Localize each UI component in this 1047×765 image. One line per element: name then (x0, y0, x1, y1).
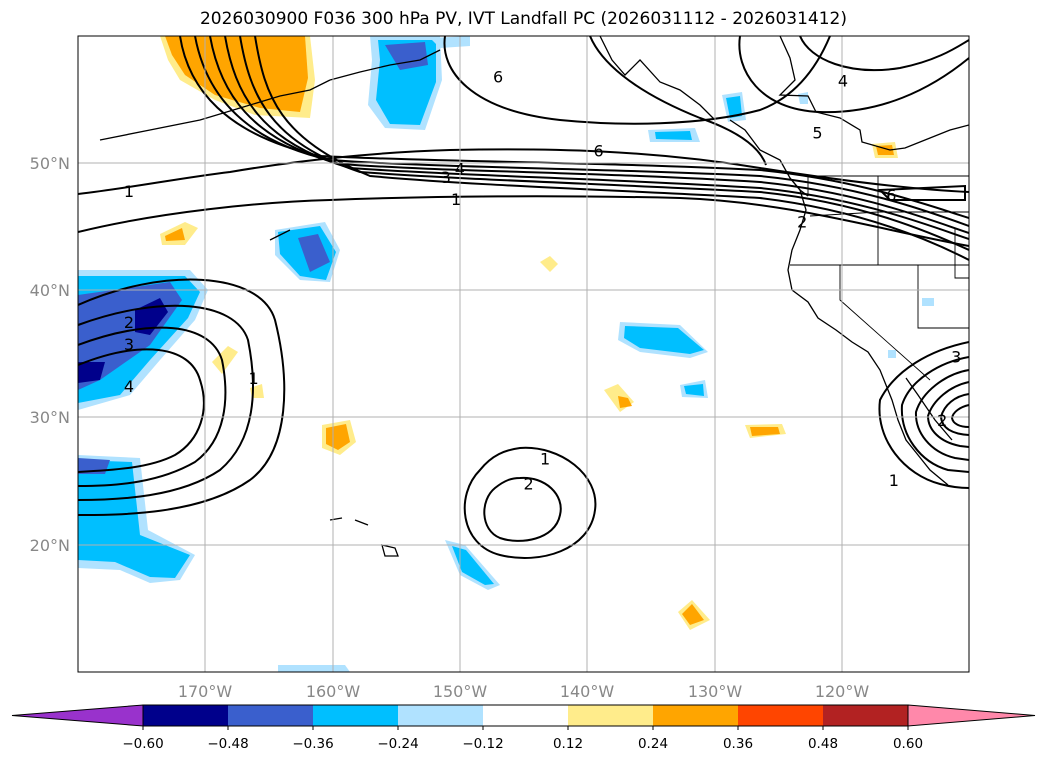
colorbar-segment (398, 705, 483, 726)
colorbar-segment (653, 705, 738, 726)
contour-label: 6 (594, 141, 604, 160)
lat-axis: 50°N 40°N 30°N 20°N (30, 154, 70, 555)
contour-label: 1 (451, 190, 461, 209)
contour-label: 4 (124, 377, 134, 396)
colorbar-tick-label: 0.12 (553, 736, 583, 752)
colorbar-tick-label: 0.36 (723, 736, 753, 752)
contour-label: 1 (124, 182, 134, 201)
contour-label: 2 (797, 213, 807, 232)
map-title: 2026030900 F036 300 hPa PV, IVT Landfall… (199, 9, 847, 29)
colorbar-tick-label: −0.24 (377, 736, 418, 752)
lon-label: 130°W (688, 682, 743, 701)
contour-label: 6 (493, 68, 503, 87)
colorbar-extend-low (11, 704, 144, 727)
lon-label: 160°W (306, 682, 361, 701)
colorbar-segment (483, 705, 568, 726)
contour-label: 1 (889, 471, 899, 490)
colorbar-tick-label: 0.24 (638, 736, 668, 752)
contour-label: 2 (937, 411, 947, 430)
lon-label: 150°W (433, 682, 488, 701)
colorbar-segment (823, 705, 908, 726)
contour-label: 4 (838, 72, 848, 91)
colorbar-segment (313, 705, 398, 726)
contour-label: 5 (812, 124, 822, 143)
colorbar-tick-label: 0.48 (808, 736, 838, 752)
colorbar-segment (738, 705, 823, 726)
contour-label: 3 (441, 168, 451, 187)
lon-label: 170°W (178, 682, 233, 701)
contour-label: 3 (951, 348, 961, 367)
colorbar-segment (568, 705, 653, 726)
contour-label: 1 (249, 369, 259, 388)
pv-shading (78, 36, 934, 672)
colorbar-tick-label: −0.60 (122, 736, 163, 752)
colorbar-tick-label: −0.12 (462, 736, 503, 752)
gridlines (78, 36, 969, 672)
colorbar: −0.60 −0.48 −0.36 −0.24 −0.12 0.12 0.24 0.36 0.4… (11, 704, 1036, 752)
lon-label: 120°W (815, 682, 870, 701)
lat-label: 20°N (30, 536, 70, 555)
colorbar-tick-label: 0.60 (893, 736, 923, 752)
contour-label: 2 (523, 475, 533, 494)
lat-label: 40°N (30, 281, 70, 300)
contour-label: 1 (540, 449, 550, 468)
map-frame (77, 35, 970, 673)
contour-label: 4 (455, 159, 465, 178)
contour-label: 6 (886, 186, 896, 205)
contour-label: 2 (124, 313, 134, 332)
colorbar-tick-label: −0.36 (292, 736, 333, 752)
contour-label: 3 (124, 335, 134, 354)
lat-label: 50°N (30, 154, 70, 173)
colorbar-extend-high (907, 704, 1036, 727)
colorbar-frame (142, 704, 909, 727)
colorbar-segment (228, 705, 313, 726)
pv-contours (78, 36, 969, 559)
colorbar-segment (143, 705, 228, 726)
lat-label: 30°N (30, 408, 70, 427)
colorbar-tick-label: −0.48 (207, 736, 248, 752)
lon-axis: 170°W 160°W 150°W 140°W 130°W 120°W (178, 682, 870, 701)
lon-label: 140°W (560, 682, 615, 701)
